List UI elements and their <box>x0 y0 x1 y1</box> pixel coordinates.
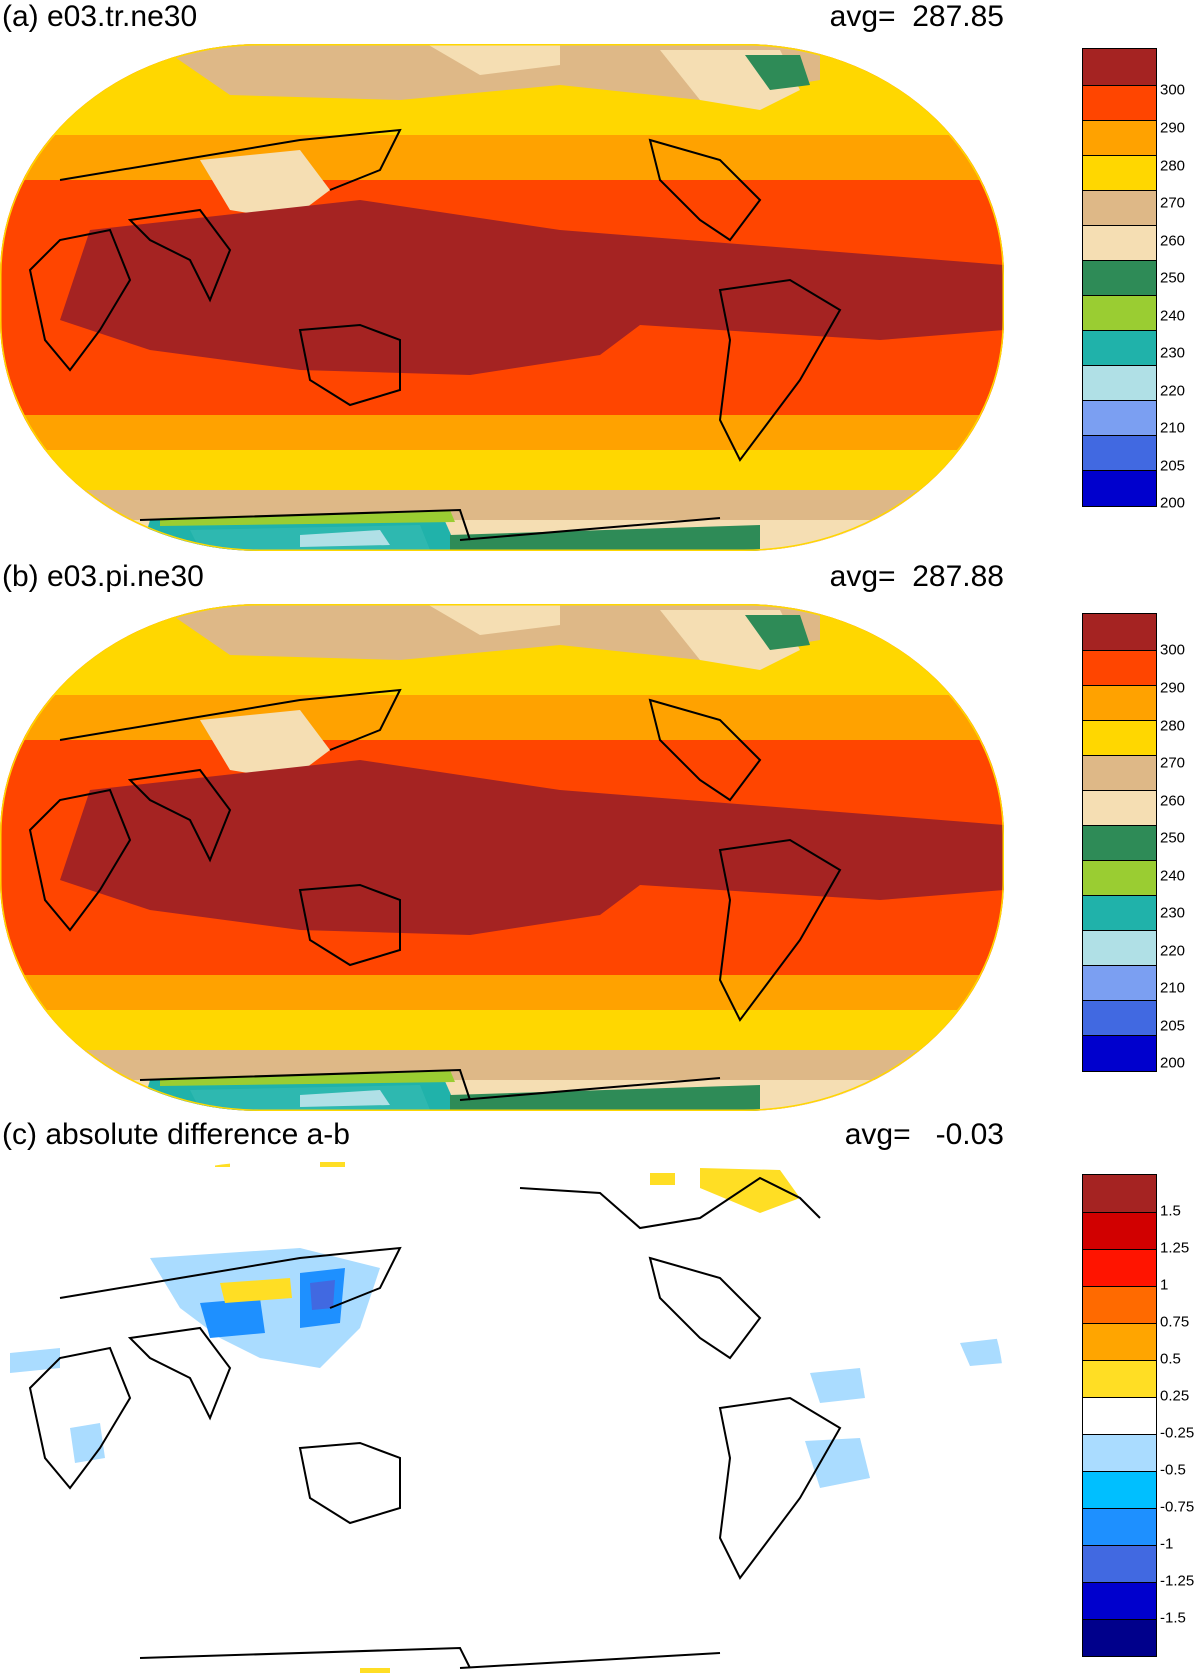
colorbar-swatch <box>1083 1175 1156 1212</box>
colorbar-swatch <box>1083 1286 1156 1323</box>
coastlines <box>28 128 842 541</box>
colorbar-label: 230 <box>1160 344 1186 362</box>
colorbar-swatch <box>1083 965 1156 1000</box>
colorbar-label: 230 <box>1160 904 1186 922</box>
colorbar-label: 220 <box>1160 942 1186 960</box>
colorbar-label: 0.5 <box>1160 1350 1181 1368</box>
colorbar-swatch <box>1083 155 1156 190</box>
colorbar-swatch <box>1083 1397 1156 1434</box>
panel-average: avg= 287.85 <box>829 0 1004 33</box>
colorbar-swatch <box>1083 1212 1156 1249</box>
colorbar-label: 205 <box>1160 457 1186 475</box>
colorbar-label: 300 <box>1160 641 1186 659</box>
colorbar-label: 280 <box>1160 157 1186 175</box>
colorbar-swatch <box>1083 365 1156 400</box>
colorbar-label: 260 <box>1160 232 1186 250</box>
colorbar-label: 300 <box>1160 81 1186 99</box>
colorbar-swatch <box>1083 685 1156 720</box>
colorbar-label: 260 <box>1160 792 1186 810</box>
colorbar-swatch <box>1083 85 1156 120</box>
colorbar-label: -0.5 <box>1160 1461 1186 1479</box>
temperature-map <box>0 604 1004 1111</box>
colorbar-label: 270 <box>1160 754 1186 772</box>
colorbar-label: 1.5 <box>1160 1202 1181 1220</box>
colorbar-label: 210 <box>1160 419 1186 437</box>
colorbar-label: 1.25 <box>1160 1239 1190 1257</box>
colorbar-label: 250 <box>1160 829 1186 847</box>
colorbar-label: 270 <box>1160 194 1186 212</box>
panel-title: (c) absolute difference a-b <box>2 1118 350 1151</box>
panel-c: (c) absolute difference a-b avg= -0.03 <box>0 1118 1194 1677</box>
colorbar-label: 280 <box>1160 717 1186 735</box>
coastlines <box>28 1176 842 1669</box>
colorbar-swatch <box>1083 190 1156 225</box>
colorbar-swatch <box>1083 1434 1156 1471</box>
colorbar-swatch <box>1083 400 1156 435</box>
colorbar-swatch <box>1083 650 1156 685</box>
colorbar-a <box>1082 48 1157 507</box>
colorbar-swatch <box>1083 1249 1156 1286</box>
colorbar-swatch <box>1083 755 1156 790</box>
panel-a: (a) e03.tr.ne30 avg= 287.85 <box>0 0 1194 555</box>
colorbar-swatch <box>1083 860 1156 895</box>
colorbar-swatch <box>1083 614 1156 650</box>
colorbar-swatch <box>1083 895 1156 930</box>
colorbar-swatch <box>1083 295 1156 330</box>
colorbar-label: 210 <box>1160 979 1186 997</box>
colorbar-label: 200 <box>1160 494 1186 512</box>
colorbar-label: -0.75 <box>1160 1498 1194 1516</box>
colorbar-label: 240 <box>1160 867 1186 885</box>
colorbar-swatch <box>1083 1360 1156 1397</box>
colorbar-label: 240 <box>1160 307 1186 325</box>
colorbar-swatch <box>1083 260 1156 295</box>
colorbar-label: 1 <box>1160 1276 1169 1294</box>
colorbar-label: 0.75 <box>1160 1313 1190 1331</box>
colorbar-b <box>1082 613 1157 1072</box>
colorbar-swatch <box>1083 1035 1156 1071</box>
colorbar-swatch <box>1083 470 1156 506</box>
colorbar-label: 220 <box>1160 382 1186 400</box>
coastlines <box>28 688 842 1101</box>
colorbar-swatch <box>1083 1471 1156 1508</box>
colorbar-label: -1.25 <box>1160 1572 1194 1590</box>
colorbar-swatch <box>1083 720 1156 755</box>
colorbar-swatch <box>1083 1000 1156 1035</box>
colorbar-swatch <box>1083 1582 1156 1619</box>
colorbar-c <box>1082 1174 1157 1657</box>
panel-title: (b) e03.pi.ne30 <box>2 560 204 593</box>
colorbar-swatch <box>1083 225 1156 260</box>
colorbar-label: 250 <box>1160 269 1186 287</box>
colorbar-swatch <box>1083 930 1156 965</box>
colorbar-label: 200 <box>1160 1054 1186 1072</box>
panel-average: avg= -0.03 <box>844 1118 1004 1151</box>
colorbar-label: 290 <box>1160 119 1186 137</box>
panel-average: avg= 287.88 <box>829 560 1004 593</box>
colorbar-label: -1 <box>1160 1535 1174 1553</box>
panel-b: (b) e03.pi.ne30 avg= 287.88 <box>0 560 1194 1115</box>
colorbar-swatch <box>1083 330 1156 365</box>
temperature-map <box>0 44 1004 551</box>
colorbar-swatch <box>1083 120 1156 155</box>
difference-map <box>0 1162 1004 1673</box>
colorbar-label: 290 <box>1160 679 1186 697</box>
panel-title: (a) e03.tr.ne30 <box>2 0 198 33</box>
colorbar-swatch <box>1083 790 1156 825</box>
colorbar-label: 0.25 <box>1160 1387 1190 1405</box>
colorbar-swatch <box>1083 1545 1156 1582</box>
colorbar-swatch <box>1083 49 1156 85</box>
colorbar-swatch <box>1083 1619 1156 1656</box>
colorbar-swatch <box>1083 825 1156 860</box>
colorbar-swatch <box>1083 1323 1156 1360</box>
colorbar-swatch <box>1083 435 1156 470</box>
colorbar-label: -1.5 <box>1160 1609 1186 1627</box>
colorbar-label: -0.25 <box>1160 1424 1194 1442</box>
colorbar-label: 205 <box>1160 1017 1186 1035</box>
colorbar-swatch <box>1083 1508 1156 1545</box>
